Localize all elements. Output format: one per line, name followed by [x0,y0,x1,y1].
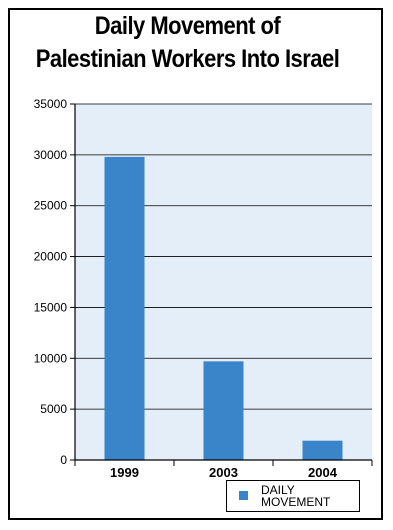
legend-swatch [239,491,248,500]
legend-label-line: DAILY [261,483,295,497]
y-tick-label: 35000 [34,97,68,111]
chart-title-line-2: Palestinian Workers Into Israel [35,45,340,73]
chart-title: Daily Movement of Palestinian Workers In… [23,10,353,76]
chart-legend: DAILY MOVEMENT [226,480,360,512]
bar [203,361,244,460]
y-tick-label: 0 [60,453,67,467]
x-tick-label: 1999 [110,465,139,480]
y-tick-label: 25000 [34,199,68,213]
bar [104,156,145,461]
x-tick-label: 2003 [209,465,238,480]
legend-label: DAILY MOVEMENT [261,484,357,508]
x-tick-label: 2004 [308,465,338,480]
y-tick-label: 15000 [34,300,68,314]
y-tick-label: 20000 [34,250,68,264]
y-tick-label: 5000 [40,402,67,416]
y-tick-label: 10000 [34,351,68,365]
chart-title-line-1: Daily Movement of [94,12,281,40]
bar [302,440,343,460]
y-tick-label: 30000 [34,148,68,162]
legend-label-line: MOVEMENT [261,495,331,509]
